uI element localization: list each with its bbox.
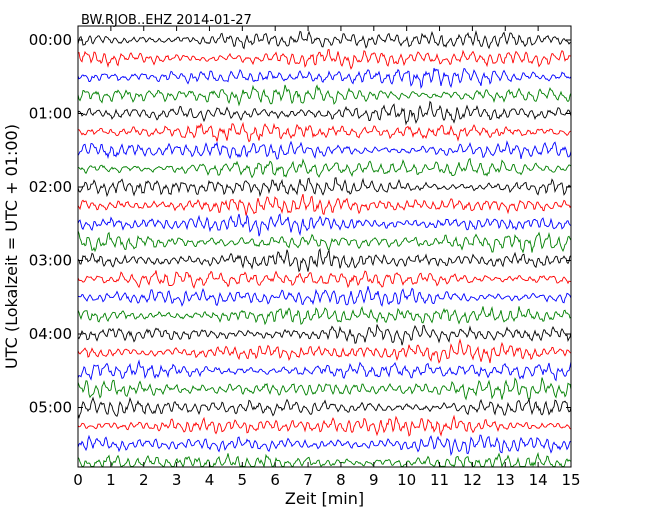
trace-line <box>77 247 572 273</box>
x-tick-label: 5 <box>238 471 248 489</box>
trace-line <box>77 100 572 126</box>
trace-line <box>77 305 572 326</box>
trace-line <box>77 434 572 457</box>
trace-line <box>77 29 572 50</box>
y-tick-label: 00:00 <box>29 31 72 49</box>
trace-group <box>77 29 572 469</box>
trace-line <box>77 177 572 198</box>
trace-line <box>77 451 572 469</box>
x-tick-label: 14 <box>529 471 548 489</box>
x-tick-label: 2 <box>139 471 149 489</box>
x-tick-label: 1 <box>106 471 116 489</box>
y-tick-label: 04:00 <box>29 325 72 343</box>
trace-line <box>77 414 572 437</box>
plot-frame <box>77 25 572 468</box>
trace-line <box>77 48 572 70</box>
trace-line <box>77 396 572 420</box>
y-tick-label: 05:00 <box>29 399 72 417</box>
x-tick-label: 9 <box>369 471 379 489</box>
x-tick-label: 10 <box>397 471 416 489</box>
trace-line <box>77 359 572 382</box>
x-tick-label: 6 <box>270 471 280 489</box>
trace-line <box>77 286 572 307</box>
trace-line <box>77 121 572 143</box>
x-tick-label: 12 <box>463 471 482 489</box>
trace-line <box>77 270 572 289</box>
trace-line <box>77 230 572 254</box>
y-tick-label: 03:00 <box>29 252 72 270</box>
x-tick-label: 8 <box>336 471 346 489</box>
y-tick-label: 01:00 <box>29 105 72 123</box>
x-tick-label: 0 <box>73 471 83 489</box>
trace-line <box>77 140 572 160</box>
x-tick-label: 15 <box>561 471 580 489</box>
x-tick-label: 4 <box>205 471 215 489</box>
trace-line <box>77 157 572 179</box>
trace-line <box>77 193 572 216</box>
trace-line <box>77 338 572 364</box>
x-tick-label: 13 <box>496 471 515 489</box>
trace-line <box>77 213 572 237</box>
y-axis-label: UTC (Lokalzeit = UTC + 01:00) <box>2 124 21 369</box>
chart-title: BW.RJOB..EHZ 2014-01-27 <box>81 13 252 28</box>
trace-line <box>77 324 572 346</box>
x-axis-label: Zeit [min] <box>285 489 364 508</box>
x-axis-ticks: 0 1 2 3 4 5 6 7 8 9 10 11 12 13 14 15 <box>73 26 581 489</box>
x-tick-label: 7 <box>303 471 313 489</box>
trace-line <box>77 377 572 401</box>
y-axis-ticks: 00:00 01:00 02:00 03:00 04:00 05:00 <box>29 31 571 417</box>
y-tick-label: 02:00 <box>29 178 72 196</box>
x-tick-label: 3 <box>172 471 182 489</box>
trace-line <box>77 67 572 90</box>
x-tick-label: 11 <box>430 471 449 489</box>
trace-line <box>77 84 572 107</box>
